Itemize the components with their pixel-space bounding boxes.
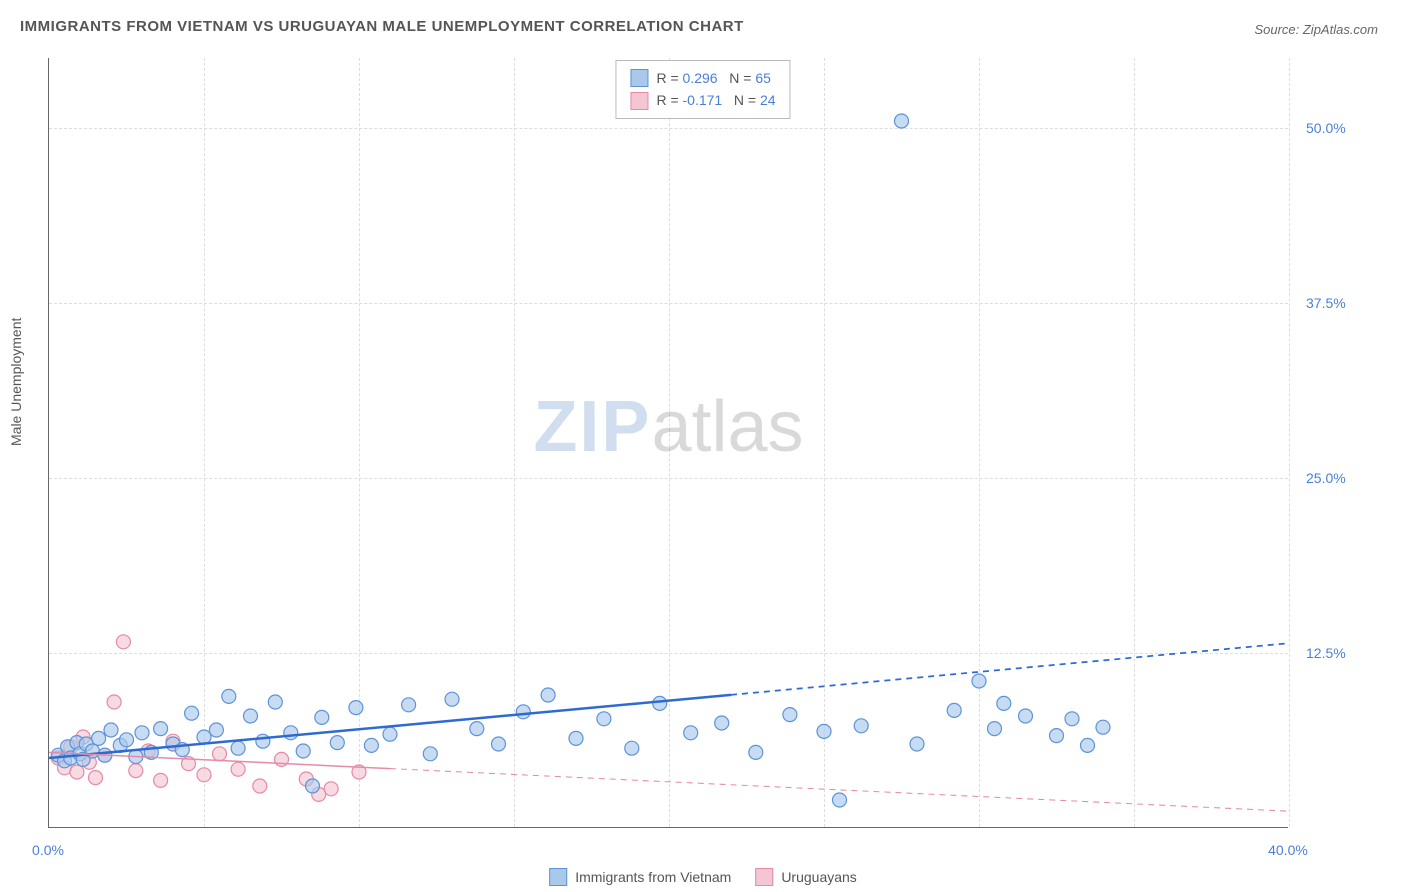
data-point — [383, 727, 397, 741]
legend-row: R = 0.296 N = 65 — [630, 67, 775, 89]
data-point — [330, 736, 344, 750]
data-point — [129, 764, 143, 778]
correlation-legend: R = 0.296 N = 65R = -0.171 N = 24 — [615, 60, 790, 119]
data-point — [749, 745, 763, 759]
data-point — [516, 705, 530, 719]
legend-swatch — [630, 92, 648, 110]
data-point — [625, 741, 639, 755]
plot-area: ZIPatlas — [48, 58, 1288, 828]
data-point — [988, 722, 1002, 736]
data-point — [116, 635, 130, 649]
legend-swatch — [549, 868, 567, 886]
data-point — [541, 688, 555, 702]
data-point — [1096, 720, 1110, 734]
data-point — [445, 692, 459, 706]
legend-stats: R = 0.296 N = 65 — [656, 67, 770, 89]
data-point — [197, 768, 211, 782]
data-point — [89, 771, 103, 785]
y-tick-label: 25.0% — [1306, 470, 1346, 486]
data-point — [154, 722, 168, 736]
legend-swatch — [630, 69, 648, 87]
legend-item: Uruguayans — [755, 868, 857, 886]
data-point — [423, 747, 437, 761]
data-point — [70, 765, 84, 779]
y-tick-label: 37.5% — [1306, 295, 1346, 311]
data-point — [231, 741, 245, 755]
data-point — [268, 695, 282, 709]
data-point — [715, 716, 729, 730]
y-tick-label: 50.0% — [1306, 120, 1346, 136]
data-point — [854, 719, 868, 733]
data-point — [296, 744, 310, 758]
data-point — [244, 709, 258, 723]
data-point — [569, 731, 583, 745]
gridline-v — [1289, 58, 1290, 827]
x-tick-label-right: 40.0% — [1268, 842, 1308, 858]
data-point — [349, 701, 363, 715]
data-point — [1065, 712, 1079, 726]
legend-label: Immigrants from Vietnam — [575, 869, 731, 885]
data-point — [833, 793, 847, 807]
legend-item: Immigrants from Vietnam — [549, 868, 731, 886]
data-point — [315, 710, 329, 724]
data-point — [947, 703, 961, 717]
data-point — [306, 779, 320, 793]
data-point — [1050, 729, 1064, 743]
data-point — [209, 723, 223, 737]
source-label: Source: — [1254, 22, 1302, 37]
y-tick-label: 12.5% — [1306, 645, 1346, 661]
data-point — [185, 706, 199, 720]
data-point — [684, 726, 698, 740]
data-point — [253, 779, 267, 793]
data-point — [402, 698, 416, 712]
data-point — [284, 726, 298, 740]
source-attribution: Source: ZipAtlas.com — [1254, 22, 1378, 37]
legend-stats: R = -0.171 N = 24 — [656, 89, 775, 111]
source-name: ZipAtlas.com — [1303, 22, 1378, 37]
data-point — [154, 773, 168, 787]
data-point — [492, 737, 506, 751]
data-point — [256, 734, 270, 748]
data-point — [92, 731, 106, 745]
legend-row: R = -0.171 N = 24 — [630, 89, 775, 111]
data-point — [895, 114, 909, 128]
data-point — [197, 730, 211, 744]
data-point — [972, 674, 986, 688]
legend-label: Uruguayans — [781, 869, 857, 885]
trend-line-dashed — [731, 643, 1289, 695]
data-point — [231, 762, 245, 776]
data-point — [104, 723, 118, 737]
data-point — [597, 712, 611, 726]
data-point — [120, 733, 134, 747]
series-legend: Immigrants from Vietnam Uruguayans — [549, 868, 857, 886]
data-point — [997, 696, 1011, 710]
data-point — [213, 747, 227, 761]
data-point — [1019, 709, 1033, 723]
data-point — [653, 696, 667, 710]
data-point — [135, 726, 149, 740]
data-point — [783, 708, 797, 722]
data-point — [107, 695, 121, 709]
y-axis-label: Male Unemployment — [8, 318, 24, 446]
scatter-plot-svg — [49, 58, 1288, 827]
chart-title: IMMIGRANTS FROM VIETNAM VS URUGUAYAN MAL… — [20, 18, 744, 35]
legend-swatch — [755, 868, 773, 886]
data-point — [364, 738, 378, 752]
data-point — [910, 737, 924, 751]
data-point — [817, 724, 831, 738]
x-tick-label-left: 0.0% — [32, 842, 64, 858]
data-point — [1081, 738, 1095, 752]
data-point — [222, 689, 236, 703]
data-point — [470, 722, 484, 736]
